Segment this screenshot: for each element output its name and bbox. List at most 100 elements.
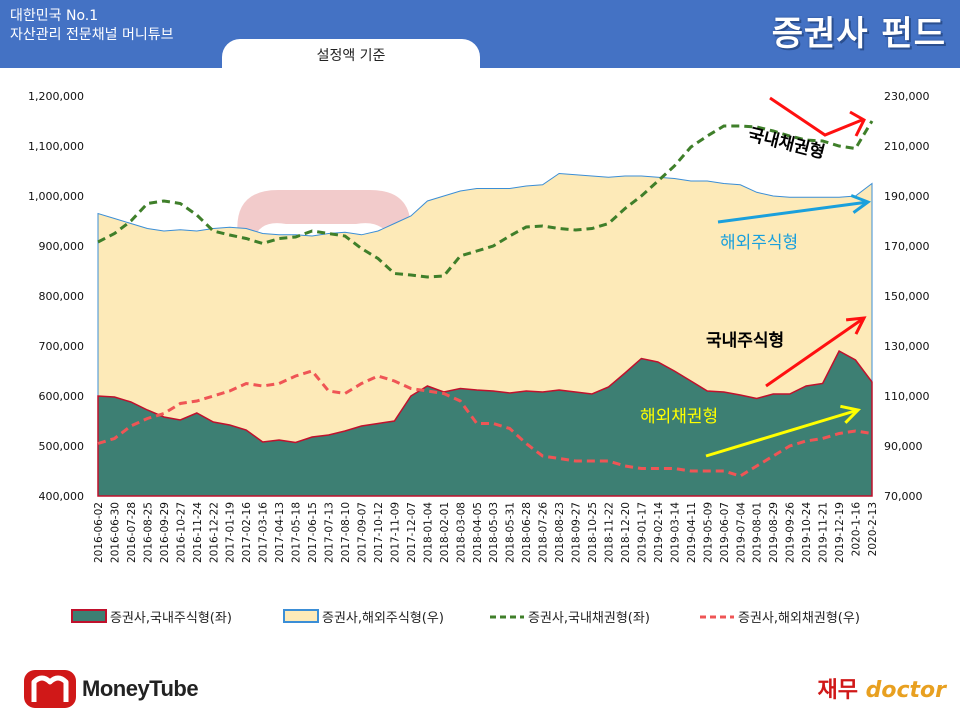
x-axis-tick-label: 2016-08-25: [142, 502, 154, 563]
x-axis-tick-label: 2016-09-29: [159, 502, 171, 563]
page-title: 증권사 펀드: [771, 14, 946, 54]
right-axis-tick-label: 170,000: [884, 240, 930, 253]
moneytube-logo-icon: [24, 670, 76, 708]
x-axis-tick-label: 2017-02-16: [241, 502, 253, 563]
jaemu-text: 재무: [817, 678, 858, 703]
x-axis-tick-label: 2018-02-01: [439, 502, 451, 563]
yellow-trend-arrow: [705, 404, 861, 458]
red-trend-arrow-mid-head: [845, 316, 867, 335]
right-axis-tick-label: 70,000: [884, 490, 923, 503]
chart-area: MoneyTube 400,000500,000600,000700,00080…: [28, 90, 929, 626]
label-foreign-bond: 해외채권형: [640, 407, 718, 427]
jaemu-doctor-logo: 재무 doctor: [817, 672, 946, 704]
series-foreign-bond-line: [97, 369, 873, 478]
yellow-trend-arrow-shaft: [705, 408, 859, 458]
x-axis-tick-label: 2016-06-30: [110, 502, 122, 563]
legend-item: 증권사,해외채권형(우): [700, 611, 860, 626]
red-trend-arrow-top-head: [849, 110, 866, 137]
x-axis-tick-label: 2019-06-07: [719, 502, 731, 563]
legend-label: 증권사,해외채권형(우): [738, 611, 860, 626]
x-axis-tick-label: 2016-07-28: [126, 502, 138, 563]
legend-swatch: [283, 609, 319, 623]
blue-trend-arrow-shaft: [717, 200, 869, 224]
x-axis-tick-label: 2020-1-16: [851, 502, 863, 557]
x-axis-tick-label: 2018-03-08: [455, 502, 467, 563]
left-axis-tick-label: 800,000: [39, 290, 85, 303]
red-trend-arrow-mid: [765, 316, 867, 388]
left-axis-tick-label: 700,000: [39, 340, 85, 353]
legend-label: 증권사,국내채권형(좌): [528, 611, 650, 626]
x-axis-tick-label: 2017-09-07: [357, 502, 369, 563]
legend-item: 증권사,해외주식형(우): [283, 609, 444, 626]
x-axis-tick-label: 2019-12-19: [834, 502, 846, 563]
legend-label: 증권사,해외주식형(우): [322, 611, 444, 626]
left-axis-tick-label: 500,000: [39, 440, 85, 453]
x-axis-tick-label: 2016-06-02: [93, 502, 105, 563]
legend-swatch: [71, 609, 107, 623]
x-axis-tick-label: 2019-03-14: [669, 502, 681, 563]
line-series-group: [97, 120, 874, 478]
left-axis-tick-label: 1,000,000: [28, 190, 84, 203]
right-axis-tick-label: 190,000: [884, 190, 930, 203]
x-axis-tick-label: 2018-10-25: [587, 502, 599, 563]
legend-item: 증권사,국내주식형(좌): [71, 609, 232, 626]
label-domestic-stock: 국내주식형: [706, 330, 784, 351]
legend-label: 증권사,국내주식형(좌): [110, 611, 232, 626]
legend: 증권사,국내주식형(좌) 증권사,해외주식형(우) 증권사,국내채권형(좌) 증권사,…: [71, 609, 860, 626]
x-axis-tick-label: 2017-03-16: [258, 502, 270, 563]
doctor-text: doctor: [865, 678, 946, 703]
x-axis-tick-label: 2019-07-04: [735, 502, 747, 563]
axes-group: 400,000 500,000 600,000 700,000 800,000 900,0…: [28, 90, 929, 563]
x-axis-tick-label: 2018-12-20: [620, 502, 632, 563]
legend-item: 증권사,국내채권형(좌): [490, 611, 650, 626]
x-axis-tick-label: 2018-05-03: [488, 502, 500, 563]
x-axis-tick-label: 2017-08-10: [340, 502, 352, 563]
blue-trend-arrow: [717, 194, 872, 224]
x-axis-tick-label: 2019-08-29: [768, 502, 780, 563]
x-axis-tick-label: 2016-10-27: [175, 502, 187, 563]
x-axis-tick-label: 2019-11-21: [818, 502, 830, 563]
x-axis-tick-label: 2019-01-17: [636, 502, 648, 563]
right-axis-tick-label: 110,000: [884, 390, 930, 403]
label-foreign-stock: 해외주식형: [720, 233, 798, 253]
x-axis-tick-label: 2017-04-13: [274, 502, 286, 563]
x-axis-tick-label: 2017-11-09: [389, 502, 401, 563]
x-axis-tick-label: 2018-04-05: [472, 502, 484, 563]
right-axis-tick-label: 90,000: [884, 440, 923, 453]
brand-line-1: 대한민국 No.1: [10, 8, 99, 24]
red-trend-arrow-mid-shaft: [765, 316, 865, 388]
x-axis-tick-label: 2018-07-26: [538, 502, 550, 563]
right-axis-tick-label: 230,000: [884, 90, 930, 103]
brand-line-2: 자산관리 전문채널 머니튜브: [10, 27, 174, 43]
x-axis-tick-label: 2019-04-11: [686, 502, 698, 563]
x-axis-tick-label: 2017-10-12: [373, 502, 385, 563]
left-axis-tick-label: 1,200,000: [28, 90, 84, 103]
yellow-trend-arrow-head: [840, 404, 861, 424]
x-axis-tick-label: 2016-11-24: [192, 502, 204, 563]
x-axis-tick-label: 2019-10-24: [801, 502, 813, 563]
x-axis-tick-label: 2017-06-15: [307, 502, 319, 563]
x-axis-tick-label: 2016-12-22: [208, 502, 220, 563]
left-axis-tick-label: 1,100,000: [28, 140, 84, 153]
watermark-logo-shape: [237, 190, 411, 254]
header-bar: 대한민국 No.1 자산관리 전문채널 머니튜브 증권사 펀드: [0, 0, 960, 68]
right-axis-tick-label: 210,000: [884, 140, 930, 153]
x-axis-tick-label: 2018-06-28: [521, 502, 533, 563]
x-axis-tick-label: 2020-2-13: [867, 502, 879, 556]
x-axis-tick-label: 2019-02-14: [653, 502, 665, 563]
right-axis-tick-label: 130,000: [884, 340, 930, 353]
x-axis-tick-label: 2018-05-31: [505, 502, 517, 563]
x-axis-tick-label: 2017-01-19: [225, 502, 237, 563]
x-axis-tick-label: 2018-09-27: [571, 502, 583, 563]
x-axis-tick-label: 2017-12-07: [406, 502, 418, 563]
x-axis-tick-label: 2018-11-22: [604, 502, 616, 563]
blue-trend-arrow-head: [850, 194, 872, 214]
x-axis-tick-label: 2017-07-13: [324, 502, 336, 563]
left-axis-tick-label: 900,000: [39, 240, 85, 253]
left-axis-tick-label: 600,000: [39, 390, 85, 403]
left-axis-tick-label: 400,000: [39, 490, 85, 503]
chart-subtitle: 설정액 기준: [316, 48, 386, 64]
right-axis-tick-label: 150,000: [884, 290, 930, 303]
x-axis-tick-label: 2019-05-09: [702, 502, 714, 563]
x-axis-tick-label: 2018-01-04: [422, 502, 434, 563]
